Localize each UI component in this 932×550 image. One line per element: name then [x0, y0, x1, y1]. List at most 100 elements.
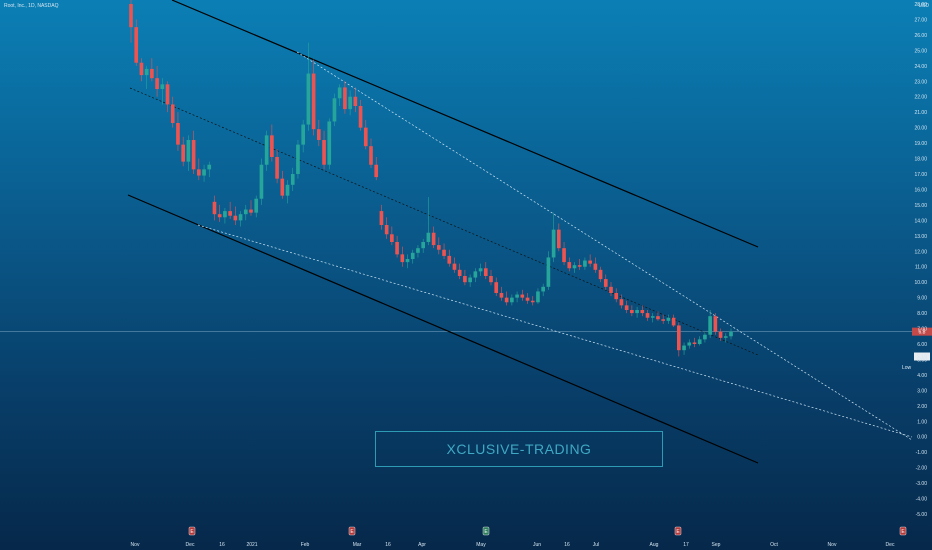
- candle-body: [426, 232, 431, 242]
- low-tag: [914, 352, 930, 361]
- candle-body: [457, 269, 462, 276]
- candle: [650, 313, 655, 323]
- candle-body: [400, 254, 405, 263]
- candle-body: [567, 262, 572, 269]
- candle: [661, 314, 665, 324]
- candle-body: [577, 265, 582, 267]
- candle: [421, 238, 425, 253]
- candle-body: [410, 252, 415, 259]
- candle-body: [275, 157, 279, 179]
- candle: [603, 274, 608, 290]
- channel-mid-line: [129, 87, 759, 356]
- candle: [473, 268, 478, 283]
- y-tick-label: 9.00: [917, 296, 927, 302]
- candle: [264, 130, 269, 171]
- y-tick-label: 13.00: [914, 234, 927, 240]
- candle: [729, 328, 733, 340]
- candle: [322, 130, 326, 170]
- candle-body: [687, 342, 692, 346]
- x-tick-label: Apr: [418, 542, 426, 548]
- candle-body: [285, 184, 290, 196]
- candle: [280, 170, 285, 199]
- candle: [697, 336, 702, 346]
- x-tick-label: Nov: [131, 542, 140, 548]
- price-axis: 28.00 27.00 26.00 25.00 24.00 23.00 22.00 21.00…: [914, 2, 927, 518]
- candle: [176, 112, 180, 151]
- candle: [510, 294, 514, 306]
- candle-body: [661, 319, 665, 321]
- candle: [160, 78, 165, 105]
- y-tick-label: 12.00: [914, 249, 927, 255]
- wedge-upper-line: [296, 51, 913, 441]
- candle: [254, 195, 259, 218]
- candle-body: [572, 265, 577, 269]
- candle: [223, 208, 227, 224]
- candle: [551, 212, 556, 263]
- candle: [170, 96, 175, 128]
- symbol-title[interactable]: Root, Inc., 1D, NASDAQ: [4, 3, 59, 9]
- candle: [259, 158, 264, 205]
- y-tick-label: 18.00: [914, 157, 927, 163]
- candle: [306, 42, 311, 131]
- candle-body: [583, 260, 587, 267]
- x-tick-label: Mar: [353, 542, 362, 548]
- candle-body: [254, 198, 259, 213]
- y-tick-label: 14.00: [914, 218, 927, 224]
- x-tick-label: 16: [219, 542, 225, 548]
- candle: [499, 286, 504, 301]
- earnings-badge-label: E: [190, 529, 194, 535]
- candle-body: [729, 331, 733, 337]
- earnings-icon: [348, 526, 356, 536]
- candle: [577, 259, 582, 270]
- candle-body: [249, 209, 253, 213]
- candle: [598, 266, 603, 283]
- candle-body: [186, 140, 191, 162]
- candle-body: [557, 229, 561, 249]
- candle-body: [630, 310, 634, 314]
- candle-body: [311, 73, 316, 130]
- candle: [384, 217, 389, 239]
- y-tick-label: 15.00: [914, 203, 927, 209]
- candle: [442, 243, 446, 259]
- candle: [327, 118, 332, 170]
- y-tick-label: 20.00: [914, 126, 927, 132]
- x-tick-label: Sep: [712, 542, 721, 548]
- candle: [588, 254, 592, 267]
- candle: [337, 84, 342, 106]
- candle: [718, 328, 723, 341]
- candle: [363, 119, 368, 150]
- candle-body: [223, 211, 227, 218]
- x-tick-label: Dec: [186, 542, 195, 548]
- candle-body: [384, 225, 389, 235]
- candle-body: [640, 310, 645, 314]
- earnings-badge-label: E: [484, 529, 488, 535]
- candle-body: [624, 305, 629, 310]
- earnings-icon: [482, 526, 490, 536]
- candle-body: [431, 232, 436, 246]
- x-tick-label: Feb: [301, 542, 310, 548]
- candle: [426, 197, 431, 246]
- candle-body: [718, 331, 723, 338]
- candle-body: [619, 299, 624, 306]
- candle-body: [358, 106, 363, 128]
- candle: [494, 277, 499, 297]
- candle: [243, 204, 248, 221]
- candle: [150, 58, 154, 82]
- candle: [332, 93, 337, 127]
- candle-body: [129, 4, 133, 28]
- y-tick-label: 21.00: [914, 110, 927, 116]
- candle: [437, 237, 441, 255]
- y-tick-label: 2.00: [917, 404, 927, 410]
- candle-body: [207, 164, 212, 170]
- x-tick-label: 2021: [246, 542, 257, 548]
- x-tick-label: 16: [385, 542, 391, 548]
- watermark-box: XCLUSIVE-TRADING: [375, 431, 663, 467]
- candle: [165, 81, 170, 113]
- candle-body: [541, 286, 545, 292]
- candle-body: [212, 201, 217, 215]
- y-tick-label: 23.00: [914, 79, 927, 85]
- earnings-badge: E: [188, 526, 196, 536]
- candle-body: [650, 316, 655, 318]
- candle: [562, 242, 566, 266]
- candle-body: [442, 249, 446, 256]
